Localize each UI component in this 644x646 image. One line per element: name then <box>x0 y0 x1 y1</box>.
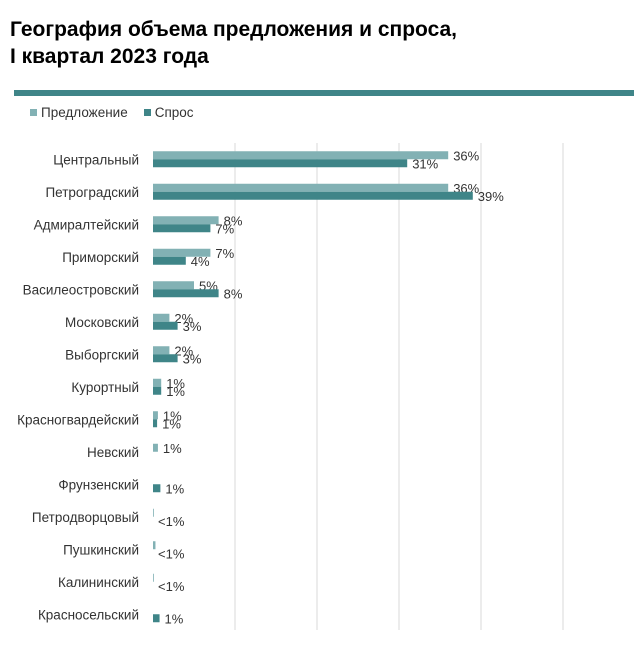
category-label: Петроградский <box>45 185 139 200</box>
legend-item-supply: Предложение <box>30 105 128 120</box>
bar-demand <box>153 191 473 200</box>
bar-demand <box>153 419 158 428</box>
data-label-supply: 1% <box>166 376 185 391</box>
category-label: Петродворцовый <box>32 510 139 525</box>
data-label-supply: 7% <box>215 246 234 261</box>
data-label-demand: 31% <box>412 156 438 171</box>
bar-demand <box>153 614 160 623</box>
data-label-demand: 1% <box>165 611 184 626</box>
data-label-demand: 3% <box>183 351 202 366</box>
bar-demand <box>153 484 161 493</box>
bar-supply <box>153 346 170 355</box>
category-label: Приморский <box>62 250 139 265</box>
bar-supply <box>153 411 158 420</box>
category-label: Центральный <box>53 152 139 167</box>
bar-supply <box>153 541 156 550</box>
category-label: Василеостровский <box>23 282 139 297</box>
category-label: Калининский <box>58 575 139 590</box>
chart-title-line-2: I квартал 2023 года <box>10 45 209 68</box>
chart-title: География объема предложения и спроса, I… <box>10 16 630 70</box>
bar-demand <box>153 289 219 298</box>
data-label-demand: <1% <box>158 514 185 529</box>
data-label-demand: 39% <box>478 189 504 204</box>
title-divider <box>14 90 634 96</box>
bar-supply <box>153 183 449 192</box>
data-label-supply: 2% <box>174 343 193 358</box>
bar-demand <box>153 256 186 265</box>
bar-supply <box>153 443 158 452</box>
data-label-supply: 1% <box>163 441 182 456</box>
data-label-demand: 1% <box>166 384 185 399</box>
bar-demand <box>153 321 178 330</box>
bar-demand <box>153 159 408 168</box>
bar-demand <box>153 386 162 395</box>
bar-supply <box>153 508 154 517</box>
data-label-demand: <1% <box>158 579 185 594</box>
data-label-demand: 3% <box>183 319 202 334</box>
data-label-demand: 4% <box>191 254 210 269</box>
category-label: Пушкинский <box>63 542 139 557</box>
category-label: Красносельский <box>38 607 139 622</box>
legend-swatch-demand <box>143 108 151 116</box>
data-label-demand: 1% <box>162 416 181 431</box>
bar-supply <box>153 248 211 257</box>
category-label: Фрунзенский <box>58 477 139 492</box>
bar-supply <box>153 573 154 582</box>
category-label: Адмиралтейский <box>34 217 139 232</box>
data-label-demand: 7% <box>215 221 234 236</box>
data-label-supply: 8% <box>224 213 243 228</box>
bar-supply <box>153 378 162 387</box>
legend-label-supply: Предложение <box>41 104 128 120</box>
category-label: Курортный <box>71 380 139 395</box>
category-label: Выборгский <box>65 347 139 362</box>
chart-legend: Предложение Спрос <box>30 104 210 120</box>
category-label: Красногвардейский <box>17 412 139 427</box>
bar-supply <box>153 216 219 225</box>
data-label-demand: 1% <box>165 481 184 496</box>
data-label-demand: 8% <box>224 286 243 301</box>
chart-title-line-1: География объема предложения и спроса, <box>10 18 458 41</box>
bar-supply <box>153 313 170 322</box>
bar-supply <box>153 151 449 160</box>
bar-demand <box>153 354 178 363</box>
data-label-supply: 1% <box>163 408 182 423</box>
legend-item-demand: Спрос <box>143 104 194 120</box>
legend-swatch-supply <box>30 108 37 116</box>
legend-label-demand: Спрос <box>154 104 194 120</box>
bar-supply <box>153 281 194 290</box>
data-label-supply: 2% <box>174 311 193 326</box>
data-label-supply: 36% <box>453 148 479 163</box>
category-label: Невский <box>87 445 139 460</box>
data-label-demand: <1% <box>158 546 185 561</box>
bar-demand <box>153 224 211 233</box>
category-label: Московский <box>65 315 139 330</box>
